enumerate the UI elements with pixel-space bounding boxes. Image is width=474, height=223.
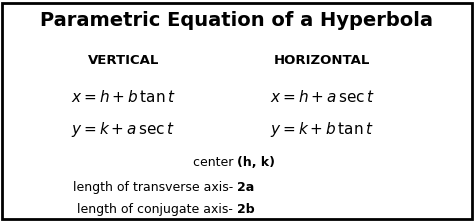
Text: (h, k): (h, k) xyxy=(237,156,275,169)
Text: $x = h + a\,\mathrm{sec}\,t$: $x = h + a\,\mathrm{sec}\,t$ xyxy=(270,89,375,105)
Text: length of conjugate axis-: length of conjugate axis- xyxy=(77,203,237,216)
Text: center: center xyxy=(192,156,237,169)
Text: 2a: 2a xyxy=(237,181,254,194)
FancyBboxPatch shape xyxy=(2,3,472,219)
Text: $x = h + b\,\tan t$: $x = h + b\,\tan t$ xyxy=(71,89,175,105)
Text: $y = k + a\,\mathrm{sec}\,t$: $y = k + a\,\mathrm{sec}\,t$ xyxy=(71,120,175,139)
Text: length of transverse axis-: length of transverse axis- xyxy=(73,181,237,194)
Text: 2b: 2b xyxy=(237,203,255,216)
Text: HORIZONTAL: HORIZONTAL xyxy=(274,54,371,66)
Text: $y = k + b\,\tan t$: $y = k + b\,\tan t$ xyxy=(271,120,374,139)
Text: Parametric Equation of a Hyperbola: Parametric Equation of a Hyperbola xyxy=(40,11,434,30)
Text: VERTICAL: VERTICAL xyxy=(88,54,159,66)
